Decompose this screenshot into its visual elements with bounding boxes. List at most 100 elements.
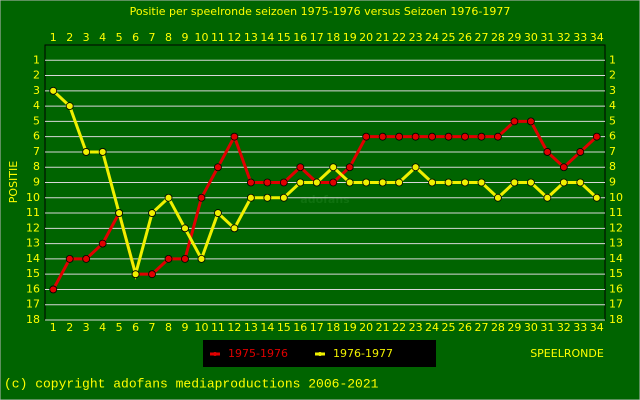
y-tick-label: 15 — [26, 267, 40, 280]
point — [98, 239, 107, 248]
x-tick-label: 4 — [99, 321, 106, 334]
y-tick-label-right: 8 — [609, 160, 616, 173]
y-tick-label: 17 — [26, 298, 40, 311]
x-tick-label: 8 — [165, 321, 172, 334]
x-tick-label: 32 — [557, 321, 571, 334]
x-tick-label: 5 — [116, 321, 123, 334]
y-tick-label: 5 — [33, 114, 40, 127]
x-tick-label-top: 12 — [227, 31, 241, 44]
point — [576, 148, 585, 156]
series-line — [51, 119, 598, 291]
x-tick-label: 11 — [211, 321, 225, 334]
point — [461, 178, 469, 187]
y-tick-label-right: 16 — [609, 282, 623, 295]
x-tick-label: 9 — [182, 321, 189, 334]
point — [543, 193, 552, 202]
point — [559, 163, 568, 172]
point — [49, 86, 58, 95]
point — [82, 148, 91, 156]
x-tick-label-top: 16 — [293, 31, 307, 44]
y-tick-label-right: 5 — [609, 114, 616, 127]
y-tick-label: 16 — [26, 282, 40, 295]
legend-label: 1976-1977 — [333, 347, 393, 360]
y-tick-label-right: 6 — [609, 130, 616, 143]
y-tick-label: 13 — [26, 237, 40, 250]
watermark: adofans — [300, 193, 350, 206]
x-tick-label: 22 — [392, 321, 406, 334]
point — [592, 132, 601, 141]
point — [181, 254, 189, 263]
x-tick-label-top: 20 — [359, 31, 373, 44]
x-tick-label-top: 4 — [99, 31, 106, 44]
point — [263, 178, 272, 187]
x-tick-label-top: 19 — [343, 31, 357, 44]
point — [494, 132, 502, 141]
x-tick-label-top: 21 — [376, 31, 390, 44]
x-tick-label-top: 1 — [50, 31, 57, 44]
x-tick-label: 17 — [310, 321, 324, 334]
x-tick-label-top: 24 — [425, 31, 439, 44]
x-tick-label-top: 28 — [491, 31, 505, 44]
y-tick-label-right: 13 — [609, 237, 623, 250]
x-tick-label: 3 — [83, 321, 90, 334]
point — [230, 132, 239, 141]
point — [296, 178, 305, 187]
legend-marker — [213, 352, 217, 356]
x-tick-label: 33 — [573, 321, 587, 334]
point — [197, 254, 206, 263]
x-tick-label: 34 — [590, 321, 604, 334]
x-axis-label: SPEELRONDE — [530, 347, 604, 360]
x-tick-label: 7 — [149, 321, 156, 334]
x-tick-label: 15 — [277, 321, 291, 334]
point — [592, 193, 601, 202]
legend-label: 1975-1976 — [228, 347, 288, 360]
x-tick-label-top: 8 — [165, 31, 172, 44]
y-tick-label-right: 17 — [609, 298, 623, 311]
point — [428, 178, 436, 187]
point — [197, 193, 206, 202]
x-tick-label-top: 14 — [260, 31, 274, 44]
point — [214, 209, 222, 217]
x-tick-label-top: 9 — [182, 31, 189, 44]
x-tick-label: 10 — [194, 321, 208, 334]
x-tick-label-top: 31 — [540, 31, 554, 44]
point — [312, 178, 321, 187]
point — [296, 163, 305, 172]
point — [148, 209, 156, 217]
point — [477, 132, 486, 141]
point — [131, 270, 140, 279]
y-tick-label-right: 2 — [609, 69, 616, 82]
y-tick-label: 8 — [33, 160, 40, 173]
x-tick-label: 1 — [50, 321, 57, 334]
point — [526, 117, 535, 126]
x-tick-label-top: 32 — [557, 31, 571, 44]
point — [395, 178, 404, 187]
legend-marker — [318, 352, 322, 356]
x-tick-label-top: 34 — [590, 31, 604, 44]
x-tick-label: 18 — [326, 321, 340, 334]
point — [526, 178, 535, 187]
x-tick-label-top: 6 — [132, 31, 139, 44]
y-tick-label: 18 — [26, 313, 40, 326]
x-tick-label-top: 33 — [573, 31, 587, 44]
y-axis-label: POSITIE — [7, 161, 20, 203]
point — [411, 132, 420, 141]
y-tick-label: 11 — [26, 206, 40, 219]
point — [411, 163, 420, 172]
y-tick-label-right: 7 — [609, 145, 616, 158]
point — [510, 117, 519, 126]
point — [329, 178, 338, 187]
x-tick-label-top: 30 — [524, 31, 538, 44]
y-tick-label-right: 15 — [609, 267, 623, 280]
footer: (c) copyright adofans mediaproductions 2… — [4, 376, 379, 391]
y-tick-label: 12 — [26, 221, 40, 234]
y-tick-label: 3 — [33, 84, 40, 97]
y-tick-label: 6 — [33, 130, 40, 143]
x-tick-label: 25 — [442, 321, 456, 334]
point — [230, 224, 239, 233]
point — [82, 254, 91, 263]
point — [477, 178, 486, 187]
x-tick-label-top: 15 — [277, 31, 291, 44]
point — [494, 193, 502, 202]
